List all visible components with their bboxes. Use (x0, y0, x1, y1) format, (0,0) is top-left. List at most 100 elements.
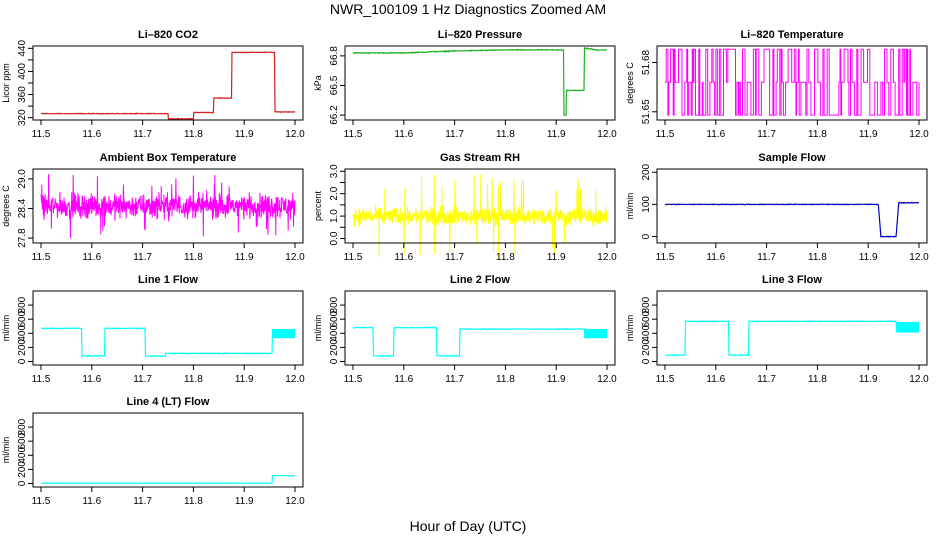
chart-panel: Gas Stream RH 11.5 11.6 11.7 11.8 11.9 12.0 0.0… (313, 152, 617, 263)
data-series (664, 201, 920, 238)
y-tick-label: 600 (17, 432, 28, 449)
series-line (352, 326, 608, 358)
plot-frame (32, 45, 304, 121)
x-tick-label: 11.8 (496, 374, 515, 385)
x-tick-label: 12.0 (909, 252, 929, 263)
x-tick-label: 11.7 (757, 129, 776, 140)
data-series (40, 173, 296, 239)
plot-frame (344, 290, 616, 366)
y-tick-label: 400 (17, 325, 28, 342)
noise-band (272, 329, 295, 339)
y-tick-label: 27.8 (17, 228, 28, 248)
y-axis-label: degrees C (625, 62, 635, 104)
y-tick-label: 400 (17, 63, 28, 80)
data-series (665, 48, 920, 116)
y-tick-label: 800 (17, 418, 28, 435)
y-axis-label: ml/min (625, 193, 635, 220)
data-series (352, 326, 608, 358)
x-tick-label: 11.6 (394, 252, 413, 263)
x-tick-label: 11.7 (757, 252, 776, 263)
y-tick-label: 66.2 (329, 105, 340, 125)
y-tick-label: 600 (329, 310, 340, 327)
y-tick-label: 28.4 (17, 198, 28, 218)
x-tick-label: 11.7 (445, 129, 464, 140)
x-tick-label: 11.6 (82, 252, 101, 263)
data-series (40, 474, 296, 484)
x-tick-label: 11.8 (184, 129, 203, 140)
x-axis-title: Hour of Day (UTC) (409, 518, 527, 534)
series-line (664, 319, 920, 357)
y-axis-label: percent (313, 190, 323, 221)
x-tick-label: 11.8 (808, 374, 827, 385)
y-tick-label: 200 (17, 461, 28, 478)
x-tick-label: 12.0 (285, 129, 305, 140)
x-tick-label: 11.9 (547, 252, 566, 263)
data-series (40, 326, 296, 358)
chart-title: Li–820 Pressure (438, 29, 522, 41)
y-tick-label: 0 (17, 480, 28, 486)
y-tick-label: 51.68 (641, 49, 652, 74)
x-tick-label: 12.0 (909, 374, 929, 385)
plot-frame (32, 412, 304, 488)
x-tick-label: 12.0 (597, 252, 617, 263)
y-tick-label: 800 (17, 296, 28, 313)
chart-panel: Line 4 (LT) Flow 11.5 11.6 11.7 11.8 11.9 12.0… (1, 396, 305, 507)
noise-band (584, 329, 607, 339)
x-tick-label: 11.5 (656, 374, 675, 385)
y-axis-label: ml/min (1, 437, 11, 464)
chart-title: Li–820 Temperature (740, 29, 843, 41)
plot-frame (656, 45, 928, 121)
plot-frame (656, 168, 928, 244)
series-line (40, 474, 296, 484)
x-tick-label: 11.7 (445, 252, 464, 263)
y-axis-label: degrees C (1, 185, 11, 227)
x-tick-label: 11.8 (184, 252, 203, 263)
y-axis-label: Licor ppm (1, 63, 11, 103)
chart-panel: Li–820 CO2 11.5 11.6 11.7 11.8 11.9 12.0 320 360… (1, 29, 305, 140)
x-tick-label: 11.5 (32, 252, 51, 263)
x-tick-label: 11.9 (235, 129, 254, 140)
x-tick-label: 11.5 (32, 496, 51, 507)
x-tick-label: 11.5 (656, 129, 675, 140)
x-tick-label: 11.9 (859, 252, 878, 263)
y-tick-label: 0 (17, 358, 28, 364)
plot-frame (656, 290, 928, 366)
page-title: NWR_100109 1 Hz Diagnostics Zoomed AM (329, 1, 607, 17)
plot-frame (32, 168, 304, 244)
x-tick-label: 11.6 (394, 129, 413, 140)
x-tick-label: 11.9 (235, 374, 254, 385)
y-tick-label: 440 (17, 40, 28, 57)
y-tick-label: 0 (329, 358, 340, 364)
chart-panel: Ambient Box Temperature 11.5 11.6 11.7 11.8 1… (1, 152, 305, 263)
y-tick-label: 600 (17, 310, 28, 327)
series-line (352, 46, 608, 116)
y-tick-label: 200 (641, 339, 652, 356)
x-tick-label: 11.8 (496, 129, 515, 140)
y-axis-label: ml/min (625, 315, 635, 342)
series-line (40, 173, 296, 239)
y-tick-label: 66.5 (329, 75, 340, 95)
x-tick-label: 11.6 (706, 129, 725, 140)
x-tick-label: 11.5 (656, 252, 675, 263)
x-tick-label: 11.9 (859, 129, 878, 140)
y-tick-label: 400 (641, 325, 652, 342)
data-series (664, 319, 920, 357)
x-tick-label: 11.6 (394, 374, 413, 385)
y-tick-label: 29.0 (17, 169, 28, 189)
chart-panel: Li–820 Pressure 11.5 11.6 11.7 11.8 11.9 12.0 6… (313, 29, 617, 140)
chart-panel: Line 2 Flow 11.5 11.6 11.7 11.8 11.9 12.0 0 2004… (313, 274, 617, 385)
chart-title: Li–820 CO2 (138, 29, 198, 41)
x-tick-label: 11.7 (133, 496, 152, 507)
x-tick-label: 12.0 (285, 252, 305, 263)
x-tick-label: 11.5 (344, 129, 363, 140)
plot-frame (344, 168, 616, 244)
chart-panel: Line 3 Flow 11.5 11.6 11.7 11.8 11.9 12.0 0 2004… (625, 274, 929, 385)
x-tick-label: 11.8 (184, 374, 203, 385)
y-axis-label: ml/min (313, 315, 323, 342)
x-tick-label: 11.6 (82, 374, 101, 385)
series-line (665, 48, 920, 116)
x-tick-label: 11.6 (706, 252, 725, 263)
noise-band (896, 322, 919, 333)
y-tick-label: 0 (641, 233, 652, 239)
